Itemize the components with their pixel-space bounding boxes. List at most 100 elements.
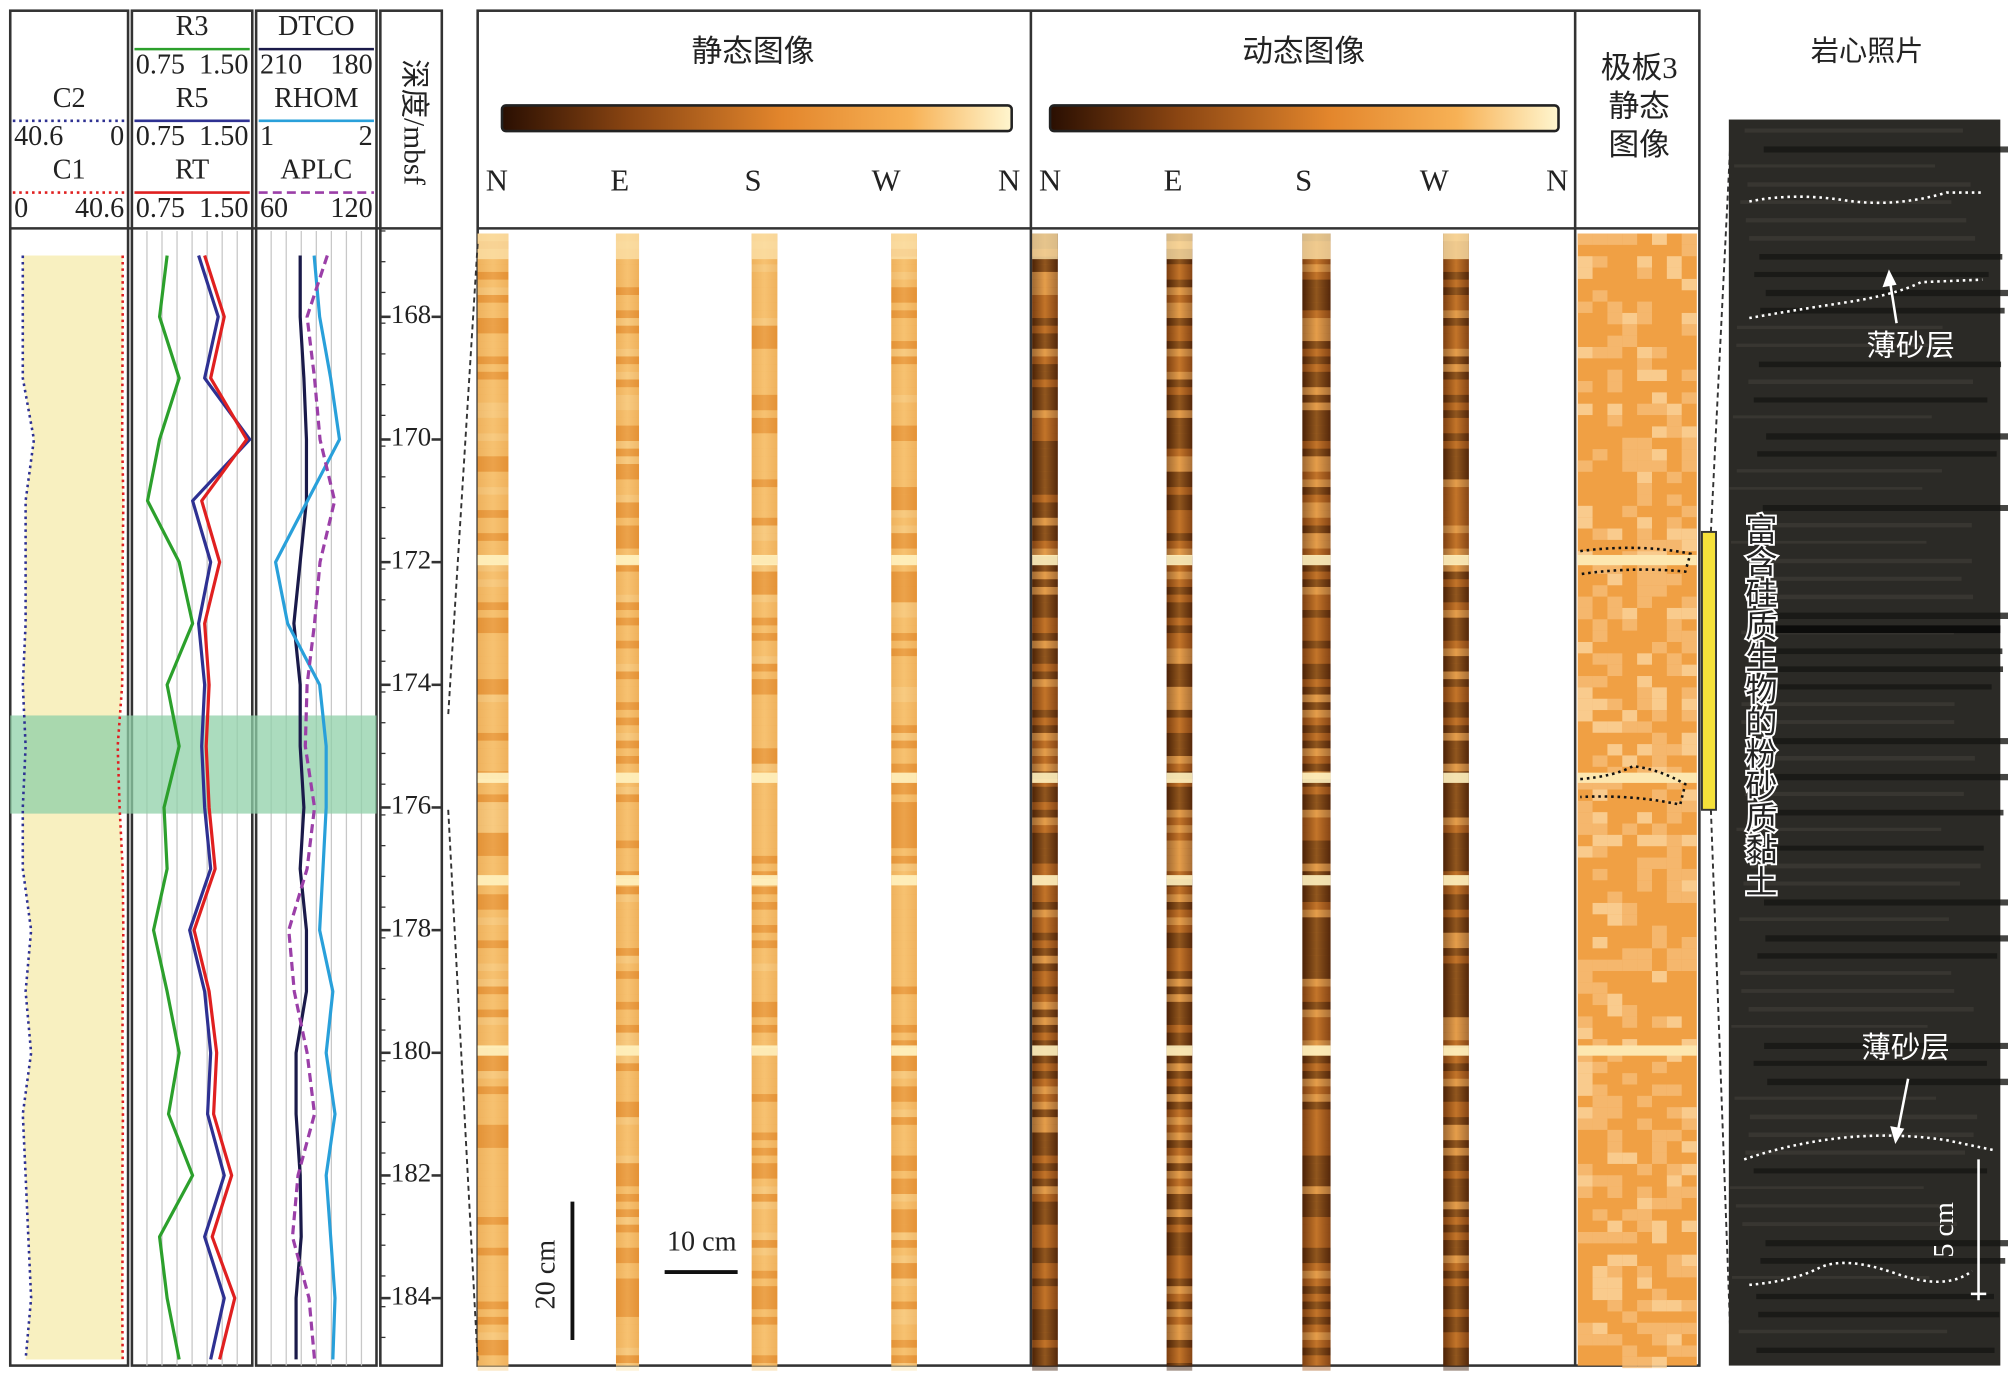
pad-texture: [1666, 1345, 1682, 1357]
image-texture: [477, 1217, 509, 1225]
pad-texture: [1651, 585, 1667, 597]
image-texture: [1302, 902, 1331, 910]
image-texture: [1443, 487, 1469, 495]
image-texture: [1166, 1101, 1193, 1110]
image-texture: [751, 602, 778, 611]
static-title: 静态图像: [692, 34, 815, 68]
core-streak: [1730, 540, 1927, 544]
image-texture: [1443, 863, 1469, 872]
bright-band: [615, 875, 640, 886]
image-texture: [615, 410, 640, 418]
image-texture: [891, 832, 917, 841]
pad-texture: [1622, 1254, 1638, 1267]
image-texture: [615, 348, 640, 357]
image-texture: [477, 1201, 509, 1210]
image-texture: [1166, 394, 1193, 403]
pad-texture: [1607, 766, 1623, 779]
image-texture: [477, 633, 509, 641]
image-texture: [615, 640, 640, 649]
image-texture: [1032, 809, 1058, 818]
image-texture: [891, 709, 917, 718]
image-texture: [1443, 433, 1469, 441]
image-texture: [751, 1301, 778, 1310]
image-texture: [1443, 310, 1469, 319]
image-texture: [1166, 1001, 1193, 1010]
pad-texture: [1607, 1231, 1623, 1244]
image-texture: [1032, 971, 1058, 979]
image-texture: [1166, 1201, 1193, 1210]
image-texture: [1302, 310, 1331, 319]
bright-band: [1166, 554, 1193, 566]
pad-texture: [1607, 664, 1623, 677]
image-texture: [1032, 994, 1058, 1002]
image-texture: [615, 464, 640, 472]
image-texture: [1443, 1086, 1469, 1095]
image-texture: [1166, 686, 1193, 695]
image-texture: [477, 487, 509, 495]
image-strip: [1032, 233, 1058, 1366]
image-texture: [751, 1009, 778, 1018]
image-texture: [1443, 894, 1469, 903]
image-texture: [751, 1086, 778, 1095]
image-texture: [1166, 287, 1193, 295]
pad-texture: [1607, 1334, 1623, 1346]
image-texture: [1443, 1270, 1469, 1279]
image-texture: [751, 1117, 778, 1125]
image-texture: [891, 1163, 917, 1171]
image-texture: [891, 1109, 917, 1118]
depth-tick-label: 178: [391, 912, 431, 942]
image-texture: [615, 894, 640, 903]
pad-texture: [1681, 607, 1697, 620]
pad-texture: [1637, 868, 1652, 881]
image-texture: [891, 794, 917, 803]
scale-max: 40.6: [75, 193, 124, 224]
image-texture: [477, 948, 509, 956]
image-texture: [751, 1024, 778, 1033]
log-curve: [287, 255, 337, 1360]
image-texture: [1032, 855, 1058, 864]
image-texture: [891, 994, 917, 1002]
pad-texture: [1607, 1186, 1623, 1198]
pad-texture: [1607, 346, 1623, 359]
core-streak: [1757, 953, 1998, 959]
image-texture: [891, 633, 917, 641]
image-texture: [751, 848, 778, 856]
image-texture: [1302, 948, 1331, 956]
pad-texture: [1577, 1163, 1593, 1176]
image-texture: [1166, 479, 1193, 488]
bright-band: [1577, 1045, 1697, 1056]
image-texture: [891, 571, 917, 580]
image-texture: [1166, 932, 1193, 941]
image-texture: [615, 602, 640, 611]
image-texture: [477, 1316, 509, 1325]
image-texture: [1166, 594, 1193, 603]
image-texture: [477, 1309, 509, 1317]
image-texture: [891, 740, 917, 749]
image-texture: [1166, 1055, 1193, 1064]
image-texture: [1443, 1147, 1469, 1156]
image-texture: [1166, 1009, 1193, 1018]
image-texture: [1443, 1132, 1469, 1141]
image-texture: [1166, 364, 1193, 372]
pad-texture: [1622, 607, 1638, 620]
bright-band: [1443, 554, 1469, 566]
image-texture: [477, 663, 509, 672]
strip-top: [1032, 233, 1058, 260]
pad-texture: [1622, 1231, 1638, 1244]
image-texture: [1032, 548, 1058, 557]
image-texture: [477, 1209, 509, 1218]
image-texture: [477, 433, 509, 441]
image-texture: [1032, 379, 1058, 388]
curve-name: C1: [53, 155, 86, 186]
image-texture: [615, 740, 640, 749]
image-texture: [1443, 1309, 1469, 1317]
pad-texture: [1651, 403, 1667, 416]
image-texture: [751, 341, 778, 349]
image-texture: [477, 425, 509, 434]
bright-band: [1443, 772, 1469, 783]
pad-texture: [1622, 1345, 1638, 1357]
image-texture: [477, 1186, 509, 1194]
image-texture: [1443, 633, 1469, 641]
image-texture: [1443, 610, 1469, 618]
connector: [1709, 809, 1733, 1364]
